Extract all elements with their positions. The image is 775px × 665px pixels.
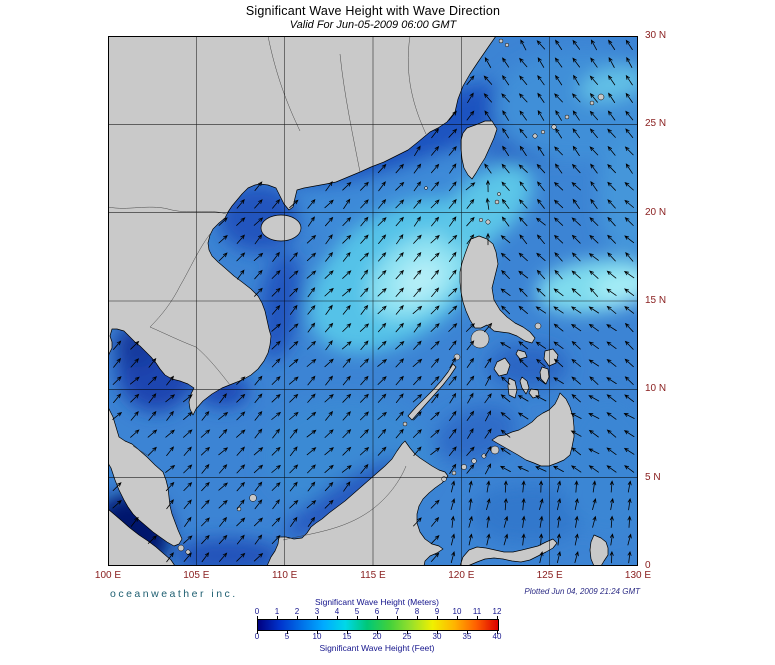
meters-tick-label: 3 xyxy=(314,607,320,616)
feet-tick-label: 5 xyxy=(284,632,290,641)
feet-tick-label: 35 xyxy=(462,632,472,641)
colorbar-tick xyxy=(297,616,298,619)
lat-tick-label: 20 N xyxy=(645,206,667,218)
feet-tick-label: 20 xyxy=(372,632,382,641)
oceanweather-logo: oceanweather inc. xyxy=(110,588,238,600)
colorbar-tick xyxy=(457,616,458,619)
meters-tick-label: 12 xyxy=(492,607,502,616)
plot-valid-time: Valid For Jun-05-2009 06:00 GMT xyxy=(289,19,457,31)
colorbar-tick xyxy=(437,631,438,634)
legend-feet-title: Significant Wave Height (Feet) xyxy=(319,643,435,653)
colorbar-tick xyxy=(357,616,358,619)
colorbar-legend: Significant Wave Height (Meters) Signifi… xyxy=(245,597,509,657)
meters-tick-label: 1 xyxy=(274,607,280,616)
colorbar-tick xyxy=(257,616,258,619)
feet-tick-label: 40 xyxy=(492,632,502,641)
colorbar-tick xyxy=(317,616,318,619)
meters-tick-label: 6 xyxy=(374,607,380,616)
lat-tick-label: 5 N xyxy=(645,471,661,483)
meters-tick-label: 8 xyxy=(414,607,420,616)
colorbar-gradient xyxy=(257,619,499,631)
meters-tick-label: 11 xyxy=(472,607,482,616)
meters-tick-label: 4 xyxy=(334,607,340,616)
meters-tick-label: 2 xyxy=(294,607,300,616)
colorbar-tick xyxy=(397,616,398,619)
lon-tick-label: 100 E xyxy=(94,570,122,581)
lon-tick-label: 110 E xyxy=(271,570,298,581)
colorbar-tick xyxy=(497,631,498,634)
colorbar-tick xyxy=(347,631,348,634)
lon-tick-label: 125 E xyxy=(536,570,563,581)
feet-tick-label: 25 xyxy=(402,632,412,641)
lat-tick-label: 15 N xyxy=(645,295,667,306)
colorbar-tick xyxy=(477,616,478,619)
lat-tick-label: 30 N xyxy=(645,30,667,41)
meters-tick-label: 10 xyxy=(452,607,462,616)
colorbar-tick xyxy=(467,631,468,634)
meters-tick-label: 7 xyxy=(394,607,400,616)
colorbar-tick xyxy=(337,616,338,619)
feet-tick-label: 0 xyxy=(254,632,260,641)
colorbar-tick xyxy=(417,616,418,619)
lon-tick-label: 105 E xyxy=(183,570,210,581)
plotted-timestamp: Plotted Jun 04, 2009 21:24 GMT xyxy=(524,587,640,596)
lat-tick-label: 10 N xyxy=(645,383,667,395)
lon-tick-label: 120 E xyxy=(448,570,475,581)
plot-title: Significant Wave Height with Wave Direct… xyxy=(245,4,501,18)
feet-tick-label: 15 xyxy=(342,632,352,641)
colorbar-tick xyxy=(317,631,318,634)
feet-tick-label: 30 xyxy=(432,632,442,641)
lat-tick-label: 25 N xyxy=(645,118,667,130)
colorbar-tick xyxy=(377,616,378,619)
meters-tick-label: 0 xyxy=(254,607,260,616)
map-canvas xyxy=(108,36,638,566)
lon-tick-label: 115 E xyxy=(360,570,386,581)
colorbar-tick xyxy=(257,631,258,634)
colorbar-tick xyxy=(437,616,438,619)
feet-tick-label: 10 xyxy=(312,632,322,641)
colorbar-tick xyxy=(497,616,498,619)
lon-tick-label: 130 E xyxy=(624,570,652,581)
colorbar-tick xyxy=(407,631,408,634)
colorbar-tick xyxy=(287,631,288,634)
meters-tick-label: 5 xyxy=(354,607,360,616)
colorbar-tick xyxy=(377,631,378,634)
colorbar-tick xyxy=(277,616,278,619)
legend-meters-title: Significant Wave Height (Meters) xyxy=(315,597,439,607)
meters-tick-label: 9 xyxy=(434,607,440,616)
lat-tick-label: 0 xyxy=(645,560,651,571)
